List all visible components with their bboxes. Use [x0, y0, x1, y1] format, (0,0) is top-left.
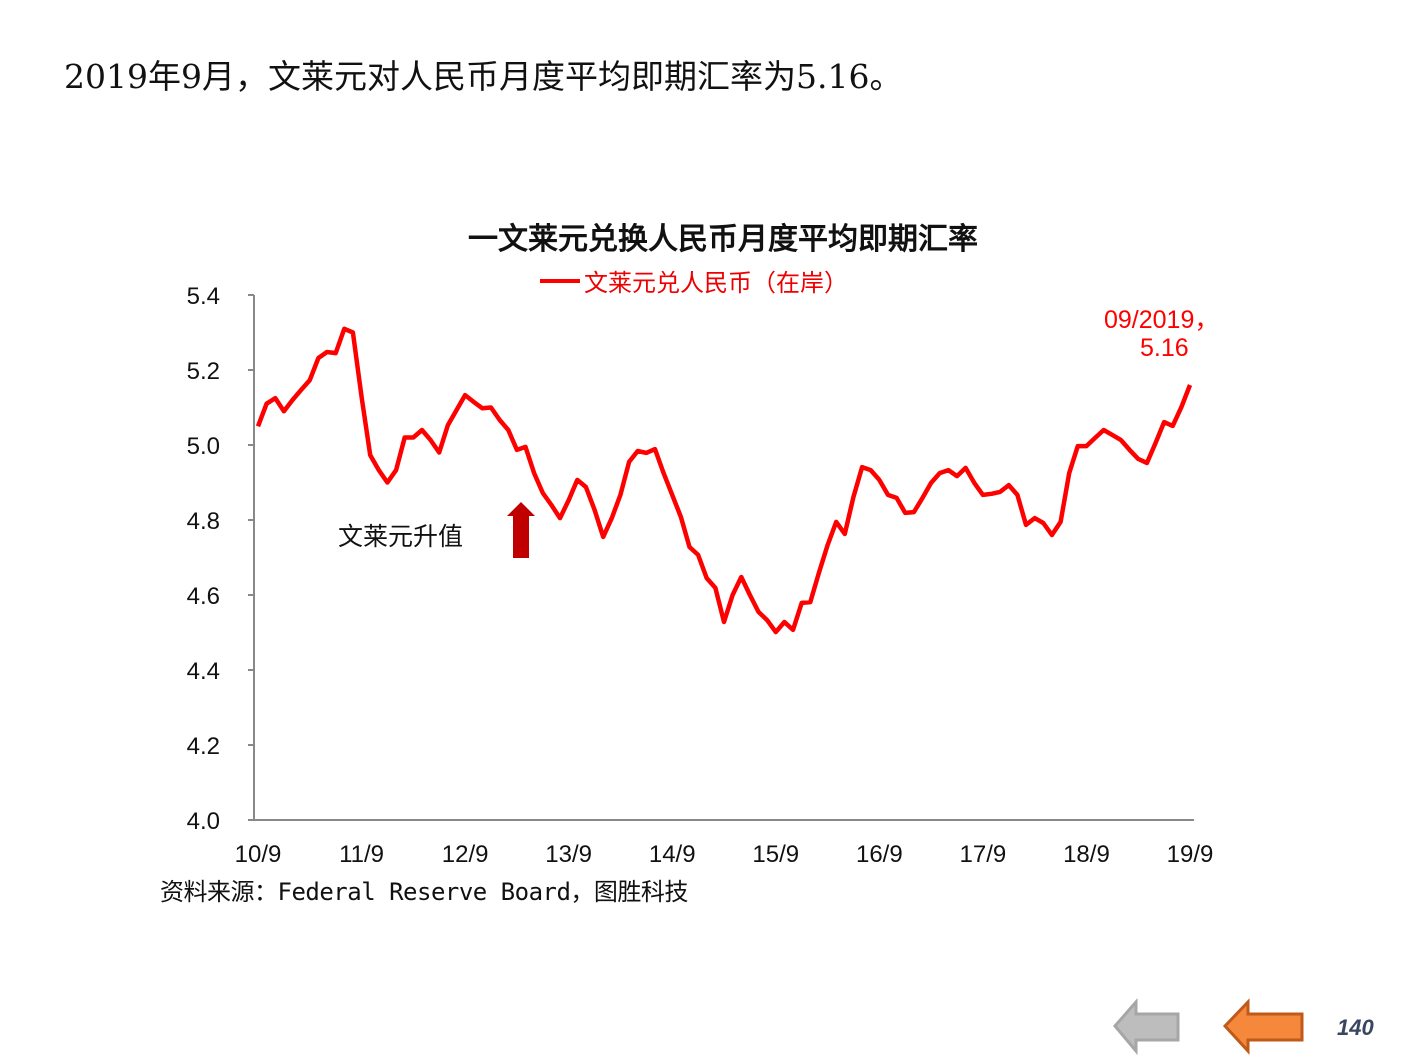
callout-value: 5.16: [1140, 334, 1189, 362]
legend-label: 文莱元兑人民币（在岸）: [584, 269, 848, 297]
headline: 2019年9月，文莱元对人民币月度平均即期汇率为5.16。: [64, 57, 903, 96]
series-line: [255, 326, 1193, 635]
x-tick-label: 14/9: [649, 841, 696, 868]
y-tick-label: 5.0: [187, 433, 220, 460]
x-tick-label: 11/9: [339, 841, 384, 868]
x-tick-label: 18/9: [1063, 841, 1110, 868]
y-tick-label: 4.2: [187, 733, 220, 760]
y-tick-label: 5.2: [187, 358, 220, 385]
prev-arrow-icon[interactable]: [1112, 998, 1182, 1056]
x-tick-label: 15/9: [752, 841, 799, 868]
x-tick-label: 12/9: [442, 841, 489, 868]
y-tick-label: 5.4: [187, 283, 220, 310]
y-tick-label: 4.6: [187, 583, 220, 610]
callout-date: 09/2019，: [1104, 306, 1220, 334]
y-tick-label: 4.0: [187, 808, 220, 835]
x-tick-label: 16/9: [856, 841, 903, 868]
appreciation-label: 文莱元升值: [338, 522, 464, 551]
chart-title: 一文莱元兑换人民币月度平均即期汇率: [468, 222, 978, 257]
page-number: 140: [1337, 1015, 1374, 1040]
back-arrow-icon[interactable]: [1222, 998, 1308, 1056]
x-tick-label: 13/9: [545, 841, 592, 868]
y-tick-label: 4.4: [187, 658, 220, 685]
x-tick-label: 19/9: [1167, 841, 1214, 868]
x-tick-label: 10/9: [235, 841, 282, 868]
appreciation-arrow-icon: [507, 502, 535, 558]
y-tick-label: 4.8: [187, 508, 220, 535]
x-tick-label: 17/9: [960, 841, 1007, 868]
legend-swatch: [540, 278, 580, 283]
legend: 文莱元兑人民币（在岸）: [540, 263, 848, 298]
source-note: 资料来源：Federal Reserve Board，图胜科技: [160, 878, 688, 906]
